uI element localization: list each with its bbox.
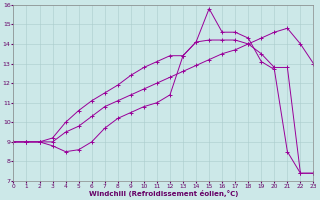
X-axis label: Windchill (Refroidissement éolien,°C): Windchill (Refroidissement éolien,°C)	[89, 190, 238, 197]
